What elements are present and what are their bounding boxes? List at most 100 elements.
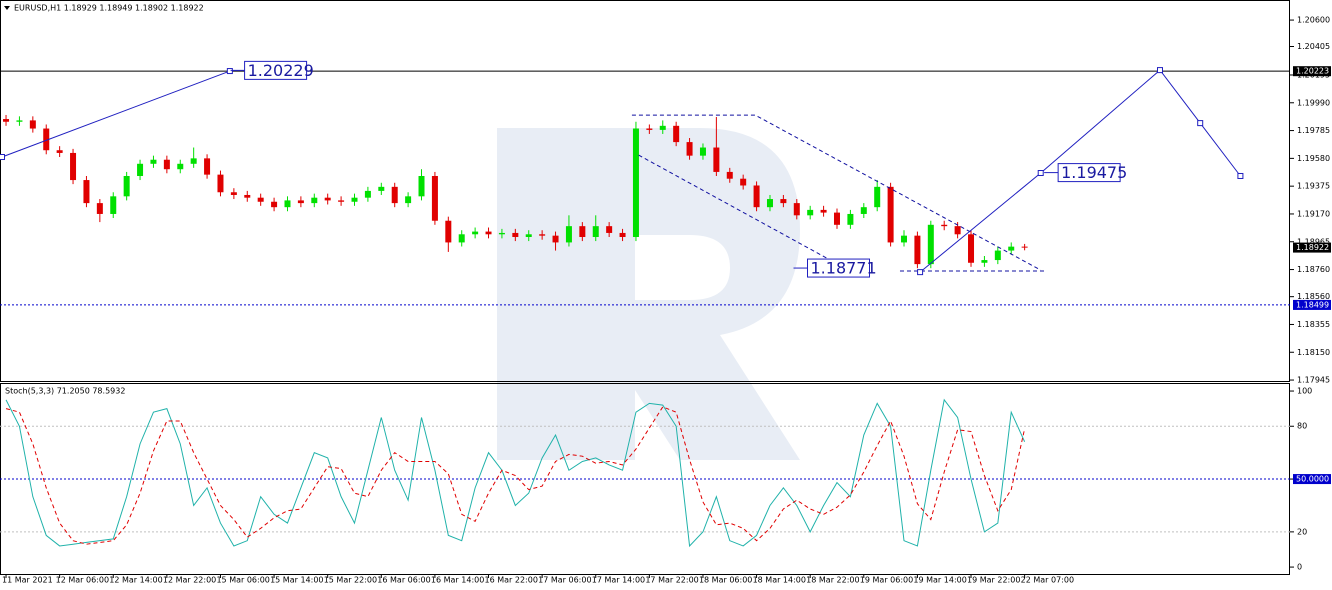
y-tick-label: 1.19990	[1297, 98, 1330, 107]
y-tick-label: 1.20600	[1297, 16, 1330, 25]
candle-body	[606, 226, 613, 233]
candle-body	[726, 171, 733, 179]
candle-body	[753, 185, 760, 208]
candle-body	[257, 197, 264, 202]
stoch-title: Stoch(5,3,3) 71.2050 78.5932	[5, 387, 125, 396]
level-tag-label: 1.20223	[1296, 67, 1329, 76]
candle-body	[3, 119, 10, 122]
y-tick-label: 1.19580	[1297, 154, 1330, 163]
candle-body	[901, 235, 908, 243]
candle-body	[324, 197, 331, 201]
watermark	[497, 128, 800, 460]
candle-body	[887, 186, 894, 243]
x-tick-label: 16 Mar 14:00	[431, 576, 484, 585]
candle-body	[351, 197, 358, 202]
current-price-label: 1.18922	[1296, 243, 1329, 252]
candle-body	[445, 220, 452, 243]
candle-body	[552, 235, 559, 243]
y-tick-label: 20	[1297, 527, 1307, 536]
candle-body	[338, 200, 345, 202]
candle-body	[833, 212, 840, 225]
candle-body	[123, 175, 130, 197]
candle-body	[83, 180, 90, 204]
y-tick-label: 80	[1297, 422, 1307, 431]
candle-body	[1021, 246, 1028, 248]
trend-line	[1, 70, 231, 158]
x-tick-label: 17 Mar 22:00	[645, 576, 698, 585]
x-tick-label: 15 Mar 14:00	[270, 576, 323, 585]
candle-body	[110, 196, 117, 214]
candle-body	[981, 260, 988, 263]
candle-body	[378, 186, 385, 191]
candle-body	[364, 190, 371, 198]
trend-point	[1197, 120, 1204, 127]
candle-body	[16, 120, 23, 122]
x-tick-label: 12 Mar 22:00	[163, 576, 216, 585]
trend-point	[1237, 172, 1244, 179]
y-tick-label: 1.18760	[1297, 265, 1330, 274]
candle-body	[485, 231, 492, 235]
candle-body	[525, 234, 532, 238]
candle-body	[137, 163, 144, 176]
candle-body	[539, 234, 546, 236]
y-tick-label: 50.0000	[1296, 475, 1329, 484]
candle-body	[619, 232, 626, 238]
x-tick-label: 17 Mar 06:00	[538, 576, 591, 585]
candle-body	[820, 209, 827, 213]
candle-body	[512, 232, 519, 238]
candle-body	[230, 192, 237, 195]
note-box	[1057, 163, 1121, 183]
candle-body	[391, 186, 398, 204]
candle-body	[217, 174, 224, 193]
y-tick-label: 1.18355	[1297, 320, 1330, 329]
candle-body	[29, 120, 36, 129]
candle-body	[150, 159, 157, 164]
candle-body	[418, 175, 425, 197]
candle-body	[311, 197, 318, 204]
candle-body	[699, 147, 706, 156]
candle-body	[1008, 246, 1015, 251]
candle-body	[673, 125, 680, 143]
note-box	[807, 258, 871, 278]
candle-body	[177, 163, 184, 170]
level-tag	[1293, 66, 1331, 77]
candle-body	[284, 200, 291, 208]
candle-body	[968, 234, 975, 263]
note-box	[244, 60, 308, 80]
candle-body	[472, 231, 479, 235]
candle-body	[713, 147, 720, 172]
x-tick-label: 22 Mar 07:00	[1021, 576, 1074, 585]
level-tag	[1293, 299, 1331, 310]
y-tick-label: 1.18150	[1297, 348, 1330, 357]
level-tag	[1293, 474, 1331, 485]
candle-body	[659, 125, 666, 130]
candle-body	[994, 250, 1001, 261]
trend-point	[1156, 67, 1163, 74]
candle-body	[190, 158, 197, 164]
trend-point	[917, 269, 924, 276]
title-arrow	[4, 6, 10, 10]
x-tick-label: 16 Mar 06:00	[377, 576, 430, 585]
candle-body	[646, 128, 653, 130]
y-tick-label: 1.18965	[1297, 237, 1330, 246]
candle-body	[431, 175, 438, 221]
chart-title: EURUSD,H1 1.18929 1.18949 1.18902 1.1892…	[14, 4, 204, 13]
candle-body	[405, 196, 412, 204]
candle-body	[163, 159, 170, 170]
y-tick-label: 100	[1297, 387, 1312, 396]
trend-line	[631, 114, 1041, 271]
candle-body	[498, 232, 505, 235]
candle-body	[56, 150, 63, 153]
x-tick-label: 11 Mar 2021	[2, 576, 53, 585]
candle-body	[954, 226, 961, 235]
x-tick-label: 12 Mar 14:00	[109, 576, 162, 585]
candle-body	[458, 234, 465, 243]
candle-body	[96, 203, 103, 214]
x-tick-label: 19 Mar 22:00	[967, 576, 1020, 585]
main-frame	[0, 0, 1290, 382]
note-label: 1.20229	[248, 61, 314, 80]
x-tick-label: 18 Mar 06:00	[699, 576, 752, 585]
stoch-line	[5, 406, 1026, 545]
trend-point	[0, 154, 6, 161]
